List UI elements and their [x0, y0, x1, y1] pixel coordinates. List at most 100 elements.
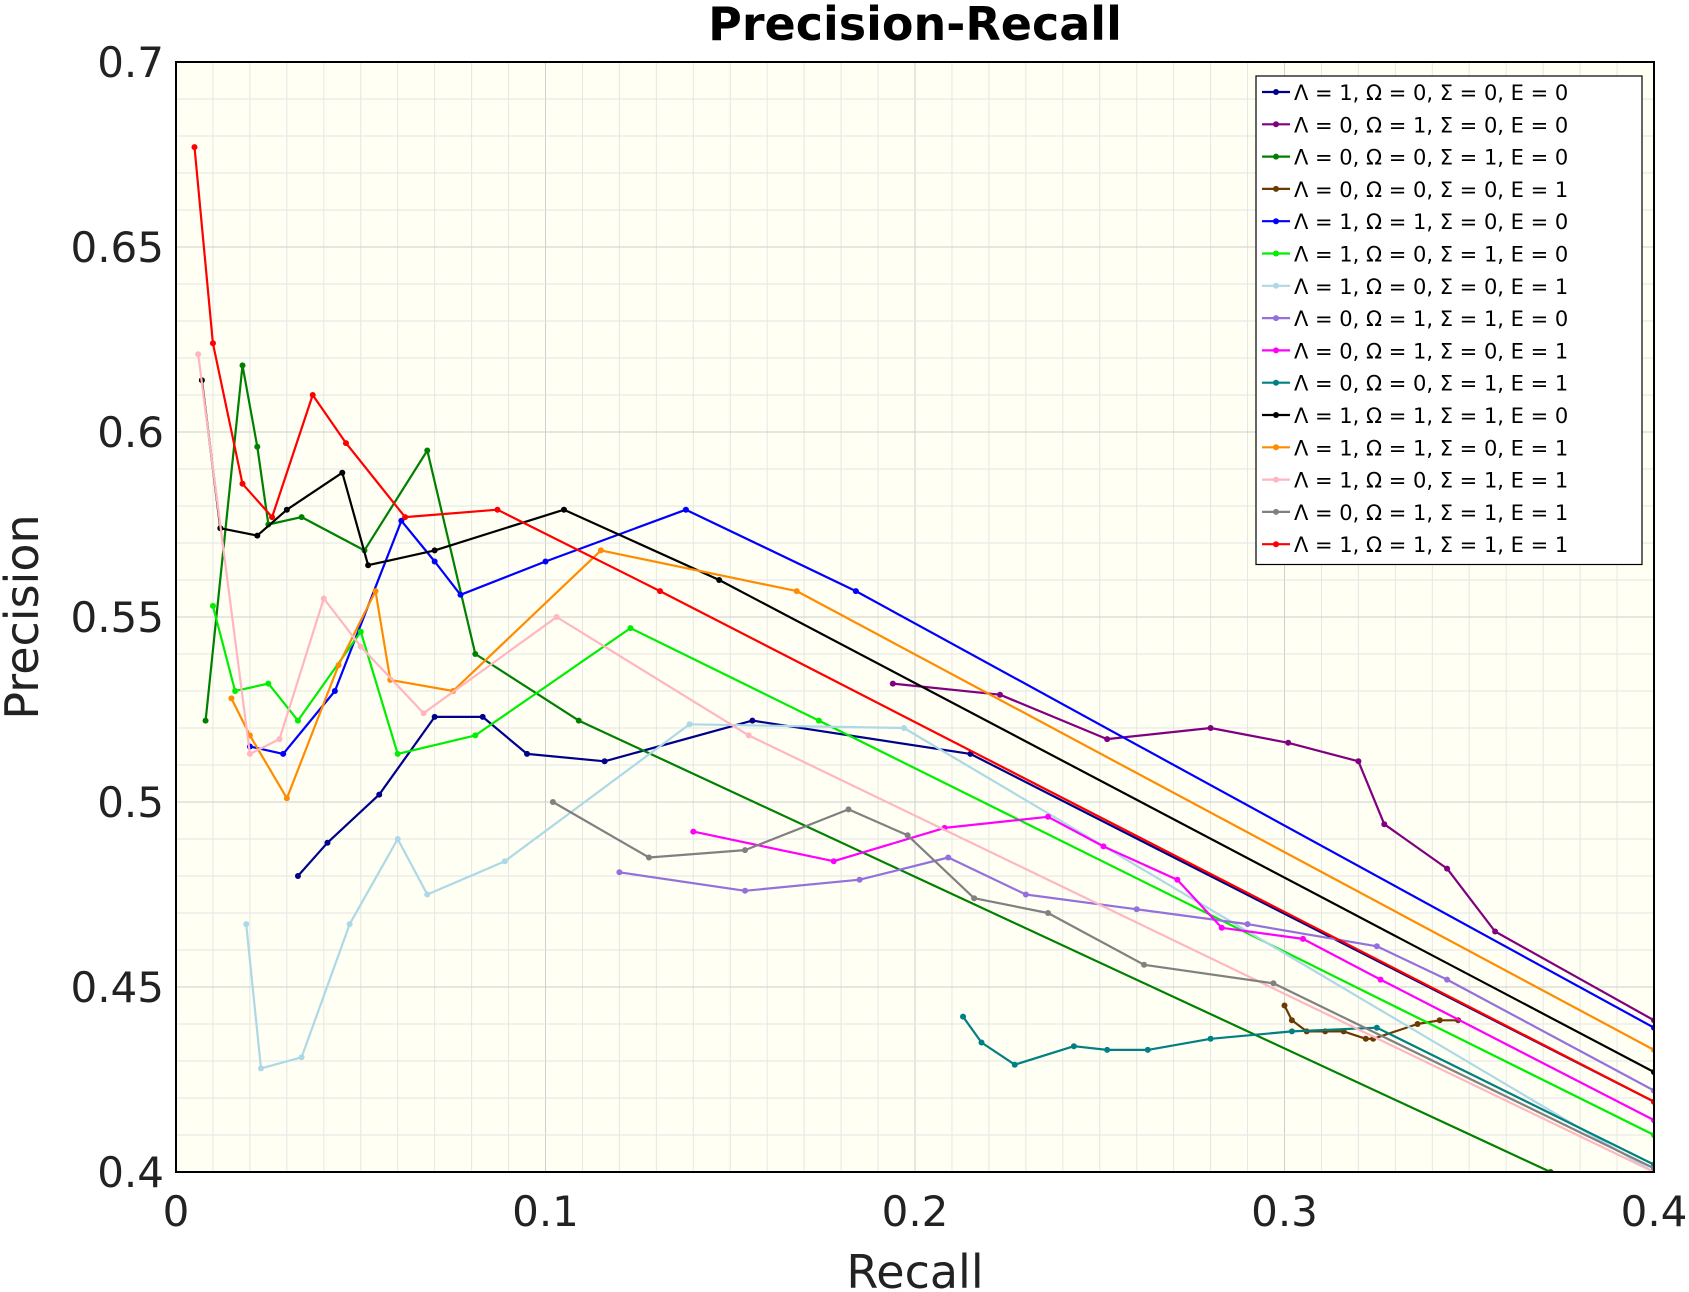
- legend-label: Λ = 0, Ω = 1, Σ = 1, E = 1: [1294, 501, 1568, 525]
- data-point: [716, 577, 723, 583]
- legend-item: Λ = 1, Ω = 0, Σ = 1, E = 0: [1262, 243, 1568, 267]
- data-point: [257, 1065, 264, 1072]
- series-line: [552, 801, 1654, 1170]
- data-point: [1414, 1021, 1421, 1027]
- series-13: [195, 351, 1654, 1172]
- legend-label: Λ = 0, Ω = 0, Σ = 1, E = 0: [1294, 146, 1568, 170]
- y-tick-label: 0.4: [97, 1148, 164, 1197]
- data-point: [424, 891, 431, 898]
- legend-marker: [1273, 250, 1279, 257]
- data-point: [265, 680, 272, 687]
- data-point: [830, 858, 837, 865]
- data-point: [856, 876, 863, 883]
- data-point: [365, 562, 372, 569]
- data-point: [1270, 980, 1277, 987]
- data-point: [553, 614, 560, 620]
- data-point: [1355, 758, 1362, 765]
- data-point: [971, 895, 978, 902]
- data-point: [960, 1013, 967, 1020]
- data-point: [254, 443, 261, 450]
- data-point: [627, 625, 634, 632]
- data-point: [339, 469, 346, 476]
- data-point: [682, 506, 689, 513]
- data-point: [1011, 1061, 1018, 1068]
- data-point: [1244, 921, 1251, 928]
- data-point: [742, 847, 749, 854]
- legend-item: Λ = 0, Ω = 0, Σ = 0, E = 1: [1262, 178, 1568, 202]
- legend-item: Λ = 1, Ω = 1, Σ = 1, E = 0: [1262, 404, 1568, 428]
- data-point: [398, 517, 405, 524]
- data-point: [1141, 961, 1148, 968]
- series-6: [209, 602, 1654, 1138]
- data-point: [845, 806, 852, 813]
- data-point: [1381, 821, 1388, 828]
- series-line: [245, 723, 1654, 1172]
- series-line: [892, 682, 1654, 1022]
- y-tick-label: 0.55: [70, 593, 164, 642]
- data-point: [686, 721, 693, 728]
- legend-marker: [1273, 121, 1279, 128]
- legend-item: Λ = 0, Ω = 0, Σ = 1, E = 0: [1262, 146, 1568, 170]
- x-tick-label: 0.1: [512, 1187, 579, 1236]
- data-point: [431, 713, 438, 720]
- data-point: [320, 595, 327, 602]
- data-point: [793, 588, 800, 595]
- plot-frame: [175, 61, 1655, 1173]
- data-point: [1100, 843, 1107, 850]
- data-point: [494, 506, 501, 513]
- data-point: [549, 799, 556, 805]
- data-point: [645, 854, 652, 861]
- data-point: [1104, 736, 1111, 743]
- legend-label: Λ = 0, Ω = 0, Σ = 1, E = 1: [1294, 372, 1568, 396]
- legend-label: Λ = 1, Ω = 1, Σ = 0, E = 1: [1294, 436, 1568, 460]
- series-line: [297, 715, 1654, 1103]
- legend-label: Λ = 0, Ω = 1, Σ = 0, E = 0: [1294, 113, 1568, 137]
- data-point: [1373, 1024, 1380, 1031]
- series-line: [249, 508, 1654, 1029]
- legend-marker: [1273, 315, 1279, 322]
- data-point: [945, 854, 952, 861]
- data-point: [690, 828, 697, 835]
- y-tick-label: 0.65: [70, 223, 164, 272]
- x-tick-label: 0.3: [1251, 1187, 1318, 1236]
- legend-item: Λ = 0, Ω = 1, Σ = 1, E = 0: [1262, 307, 1568, 331]
- data-point: [1288, 1017, 1295, 1024]
- data-point: [202, 717, 209, 724]
- legend-item: Λ = 1, Ω = 1, Σ = 0, E = 0: [1262, 210, 1568, 234]
- data-point: [889, 680, 896, 687]
- series-9: [690, 813, 1654, 1124]
- data-point: [195, 351, 202, 358]
- data-point: [280, 750, 287, 757]
- data-point: [269, 514, 276, 521]
- data-point: [575, 717, 582, 724]
- legend-label: Λ = 1, Ω = 0, Σ = 1, E = 0: [1294, 243, 1568, 267]
- data-point: [996, 691, 1003, 698]
- legend-item: Λ = 1, Ω = 0, Σ = 0, E = 1: [1262, 275, 1568, 299]
- data-point: [276, 736, 283, 743]
- data-point: [1285, 739, 1292, 746]
- legend-item: Λ = 1, Ω = 0, Σ = 0, E = 0: [1262, 81, 1568, 105]
- data-point: [1288, 1028, 1295, 1035]
- data-point: [457, 591, 464, 598]
- series-11: [198, 377, 1654, 1076]
- legend-item: Λ = 0, Ω = 1, Σ = 0, E = 1: [1262, 339, 1568, 363]
- legend-marker: [1273, 541, 1279, 548]
- legend-item: Λ = 1, Ω = 0, Σ = 1, E = 1: [1262, 469, 1568, 493]
- legend-label: Λ = 1, Ω = 1, Σ = 1, E = 1: [1294, 533, 1568, 557]
- series-line: [193, 146, 1654, 1103]
- legend-marker: [1273, 508, 1279, 515]
- data-point: [254, 532, 261, 539]
- legend-label: Λ = 1, Ω = 1, Σ = 0, E = 0: [1294, 210, 1568, 234]
- series-line: [200, 380, 1654, 1074]
- data-point: [852, 588, 859, 595]
- data-point: [1218, 924, 1225, 931]
- legend-marker: [1273, 476, 1279, 483]
- data-point: [472, 651, 479, 657]
- x-tick-label: 0.2: [882, 1187, 949, 1236]
- data-point: [978, 1039, 985, 1046]
- data-point: [431, 558, 438, 565]
- data-point: [394, 836, 401, 842]
- data-point: [294, 717, 301, 724]
- data-point: [597, 547, 604, 554]
